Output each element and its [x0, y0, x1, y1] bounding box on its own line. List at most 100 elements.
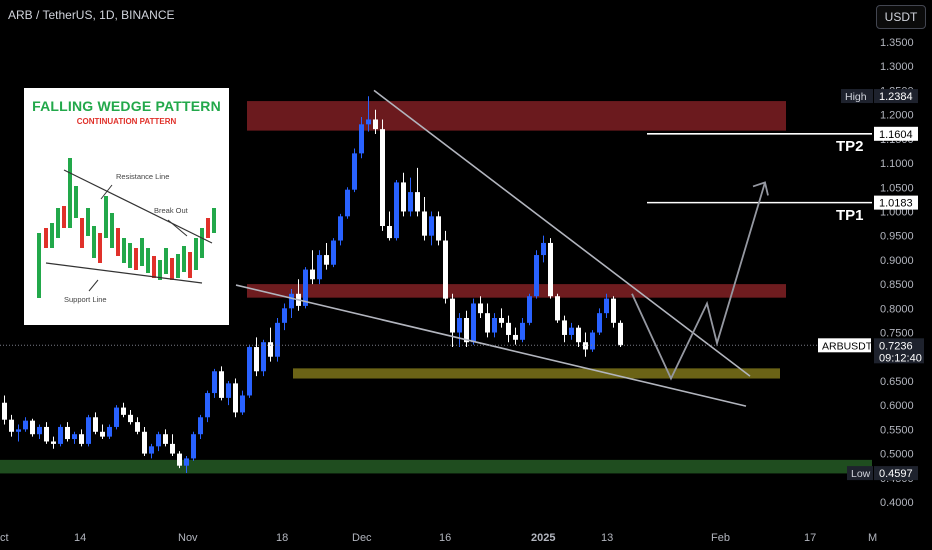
inset-candle: [104, 196, 108, 238]
falling-wedge-inset: FALLING WEDGE PATTERN CONTINUATION PATTE…: [24, 88, 229, 325]
candle-body: [16, 429, 21, 432]
candle-body: [184, 458, 189, 466]
inset-candle: [182, 246, 186, 272]
candle-body: [541, 242, 546, 256]
tp2-label: TP2: [836, 138, 864, 155]
zone-supply: [247, 101, 786, 131]
candle-body: [422, 211, 427, 236]
inset-candle: [86, 208, 90, 236]
price-axis-tick: 0.5500: [880, 424, 914, 436]
inset-candle: [110, 213, 114, 248]
wedge-support-line: [235, 284, 747, 407]
candle-body: [310, 269, 315, 280]
candle-body: [93, 417, 98, 432]
candle-body: [240, 395, 245, 413]
price-axis-tick: 0.9500: [880, 231, 914, 243]
price-axis-tick: 1.2000: [880, 110, 914, 122]
projection-arrow-head: [752, 181, 769, 196]
candle-body: [303, 269, 308, 306]
time-axis-tick: Nov: [178, 532, 198, 544]
candle-body: [58, 426, 63, 444]
price-axis-tick: 0.4000: [880, 497, 914, 509]
zone-support: [293, 368, 780, 379]
time-axis-tick: M: [868, 532, 877, 544]
candle-body: [513, 334, 518, 340]
candle-body: [576, 327, 581, 343]
candle-body: [443, 240, 448, 299]
inset-candle: [62, 206, 66, 228]
candle-body: [247, 347, 252, 396]
candle-body: [23, 420, 28, 430]
wedge-resistance-line: [373, 89, 751, 377]
price-axis-tick: 0.6500: [880, 376, 914, 388]
candle-body: [100, 431, 105, 437]
inset-candle: [56, 208, 60, 238]
candle-body: [583, 342, 588, 350]
currency-button[interactable]: USDT: [876, 5, 926, 29]
price-axis-tick: 1.0500: [880, 182, 914, 194]
candle-body: [534, 255, 539, 297]
price-axis-tick: 0.7500: [880, 328, 914, 340]
candle-body: [359, 124, 364, 154]
inset-candle: [146, 248, 150, 273]
candle-body: [114, 407, 119, 427]
support-line-label: Support Line: [64, 295, 107, 304]
inset-candle: [158, 260, 162, 280]
tp2-value: 1.1604: [879, 129, 913, 141]
high-label-bg: [841, 89, 873, 104]
candle-body: [408, 192, 413, 212]
inset-candle: [164, 248, 168, 274]
low-label: Low: [851, 468, 871, 480]
time-axis-tick: Feb: [711, 532, 730, 544]
candle-body: [401, 182, 406, 212]
candle-body: [506, 322, 511, 335]
inset-support-arrow: [88, 279, 99, 292]
candle-body: [233, 383, 238, 413]
breakout-label: Break Out: [154, 206, 188, 215]
candle-body: [142, 431, 147, 454]
inset-candle: [50, 223, 54, 248]
candle-body: [212, 371, 217, 394]
candle-body: [345, 189, 350, 217]
candle-body: [492, 318, 497, 333]
candle-body: [548, 242, 553, 297]
inset-candle: [122, 238, 126, 263]
candle-body: [394, 182, 399, 239]
candle-body: [170, 443, 175, 454]
candle-body: [177, 453, 182, 466]
price-axis-tick: 1.3000: [880, 61, 914, 73]
inset-candle: [116, 228, 120, 256]
candle-body: [485, 313, 490, 333]
candle-body: [331, 240, 336, 265]
candle-body: [380, 129, 385, 226]
last-price-bg: [874, 338, 924, 364]
candle-body: [387, 226, 392, 239]
tp1-value: 1.0183: [879, 198, 913, 210]
inset-diagram: [37, 158, 216, 298]
candle-body: [226, 383, 231, 398]
candle-body: [352, 153, 357, 190]
high-value: 1.2384: [879, 91, 913, 103]
candle-body: [289, 293, 294, 309]
candle-body: [590, 332, 595, 350]
symbol-label: ARBUSDT: [822, 340, 873, 352]
inset-breakout-arrow: [167, 219, 188, 237]
tp2-value-bg: [874, 126, 918, 141]
inset-candle: [44, 228, 48, 248]
inset-support-line: [45, 262, 203, 284]
time-axis-tick: 17: [804, 532, 816, 544]
inset-candle: [200, 228, 204, 258]
inset-candle: [194, 238, 198, 270]
price-axis-tick: 0.8000: [880, 303, 914, 315]
candle-body: [205, 393, 210, 418]
high-value-bg: [874, 89, 918, 104]
time-axis-tick: Dec: [352, 532, 372, 544]
inset-candle: [170, 258, 174, 280]
time-axis-tick: 16: [439, 532, 451, 544]
candle-body: [555, 296, 560, 321]
inset-candle: [37, 233, 41, 298]
candle-body: [317, 255, 322, 280]
candle-body: [366, 119, 371, 125]
inset-candle: [128, 243, 132, 268]
